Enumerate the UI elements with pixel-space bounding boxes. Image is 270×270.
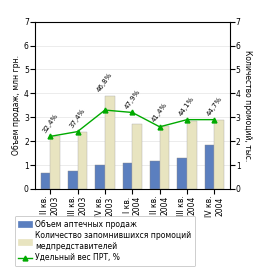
Bar (123, 163, 132, 189)
Bar (205, 145, 214, 189)
Bar (95, 165, 105, 189)
Bar (150, 161, 160, 189)
Y-axis label: Объем продаж, млн грн.: Объем продаж, млн грн. (12, 55, 21, 155)
Text: 41,4%: 41,4% (151, 101, 168, 123)
Bar (40, 173, 50, 189)
Bar (132, 124, 142, 189)
Y-axis label: Количество промоций, тыс.: Количество промоций, тыс. (243, 50, 252, 161)
Bar (77, 131, 87, 189)
Text: 46,8%: 46,8% (96, 71, 114, 93)
Bar (105, 96, 114, 189)
Bar (187, 121, 197, 189)
Text: 32,4%: 32,4% (41, 112, 59, 134)
Bar (160, 126, 169, 189)
Bar (177, 158, 187, 189)
Legend: Объем аптечных продаж, Количество запомнившихся промоций
медпредставителей, Удел: Объем аптечных продаж, Количество запомн… (15, 216, 195, 266)
Text: 44,7%: 44,7% (206, 95, 223, 117)
Text: 44,1%: 44,1% (178, 95, 196, 117)
Bar (68, 171, 77, 189)
Bar (214, 120, 224, 189)
Text: 37,4%: 37,4% (69, 107, 86, 129)
Text: 47,9%: 47,9% (123, 88, 141, 110)
Bar (50, 136, 60, 189)
